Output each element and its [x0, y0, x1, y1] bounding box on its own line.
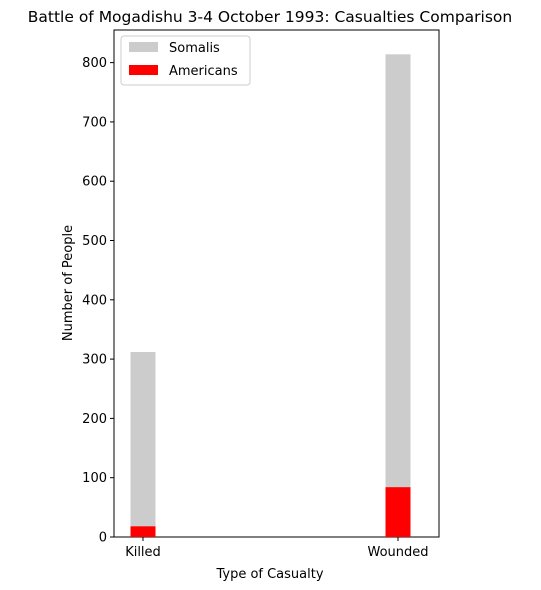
y-axis: 0 100 200 300 400 500 600 700 800: [82, 56, 114, 546]
y-tick-label: 500: [82, 234, 107, 249]
y-tick-label: 300: [82, 353, 107, 368]
y-axis-label: Number of People: [61, 225, 76, 341]
y-tick-label: 600: [82, 175, 107, 190]
y-tick-label: 800: [82, 56, 107, 71]
x-tick-label: Wounded: [367, 545, 428, 560]
bars-layer: [130, 54, 411, 537]
y-tick-label: 400: [82, 293, 107, 308]
y-tick-label: 0: [99, 531, 107, 546]
plot-area-frame: [113, 29, 440, 538]
bar-americans-wounded: [385, 487, 411, 537]
legend-swatch-americans: [129, 65, 158, 75]
legend-swatch-somalis: [129, 42, 158, 52]
x-axis: Killed Wounded: [125, 537, 429, 560]
y-tick-label: 200: [82, 412, 107, 427]
bar-somalis-wounded: [385, 54, 411, 537]
legend-label-somalis: Somalis: [169, 41, 220, 56]
bar-somalis-killed: [130, 351, 156, 537]
x-axis-label: Type of Casualty: [215, 567, 323, 582]
legend-label-americans: Americans: [169, 64, 238, 79]
legend: Somalis Americans: [120, 35, 251, 86]
y-tick-label: 700: [82, 115, 107, 130]
y-tick-label: 100: [82, 471, 107, 486]
bar-americans-killed: [130, 526, 156, 537]
chart-title: Battle of Mogadishu 3-4 October 1993: Ca…: [28, 8, 512, 26]
x-tick-label: Killed: [125, 545, 161, 560]
